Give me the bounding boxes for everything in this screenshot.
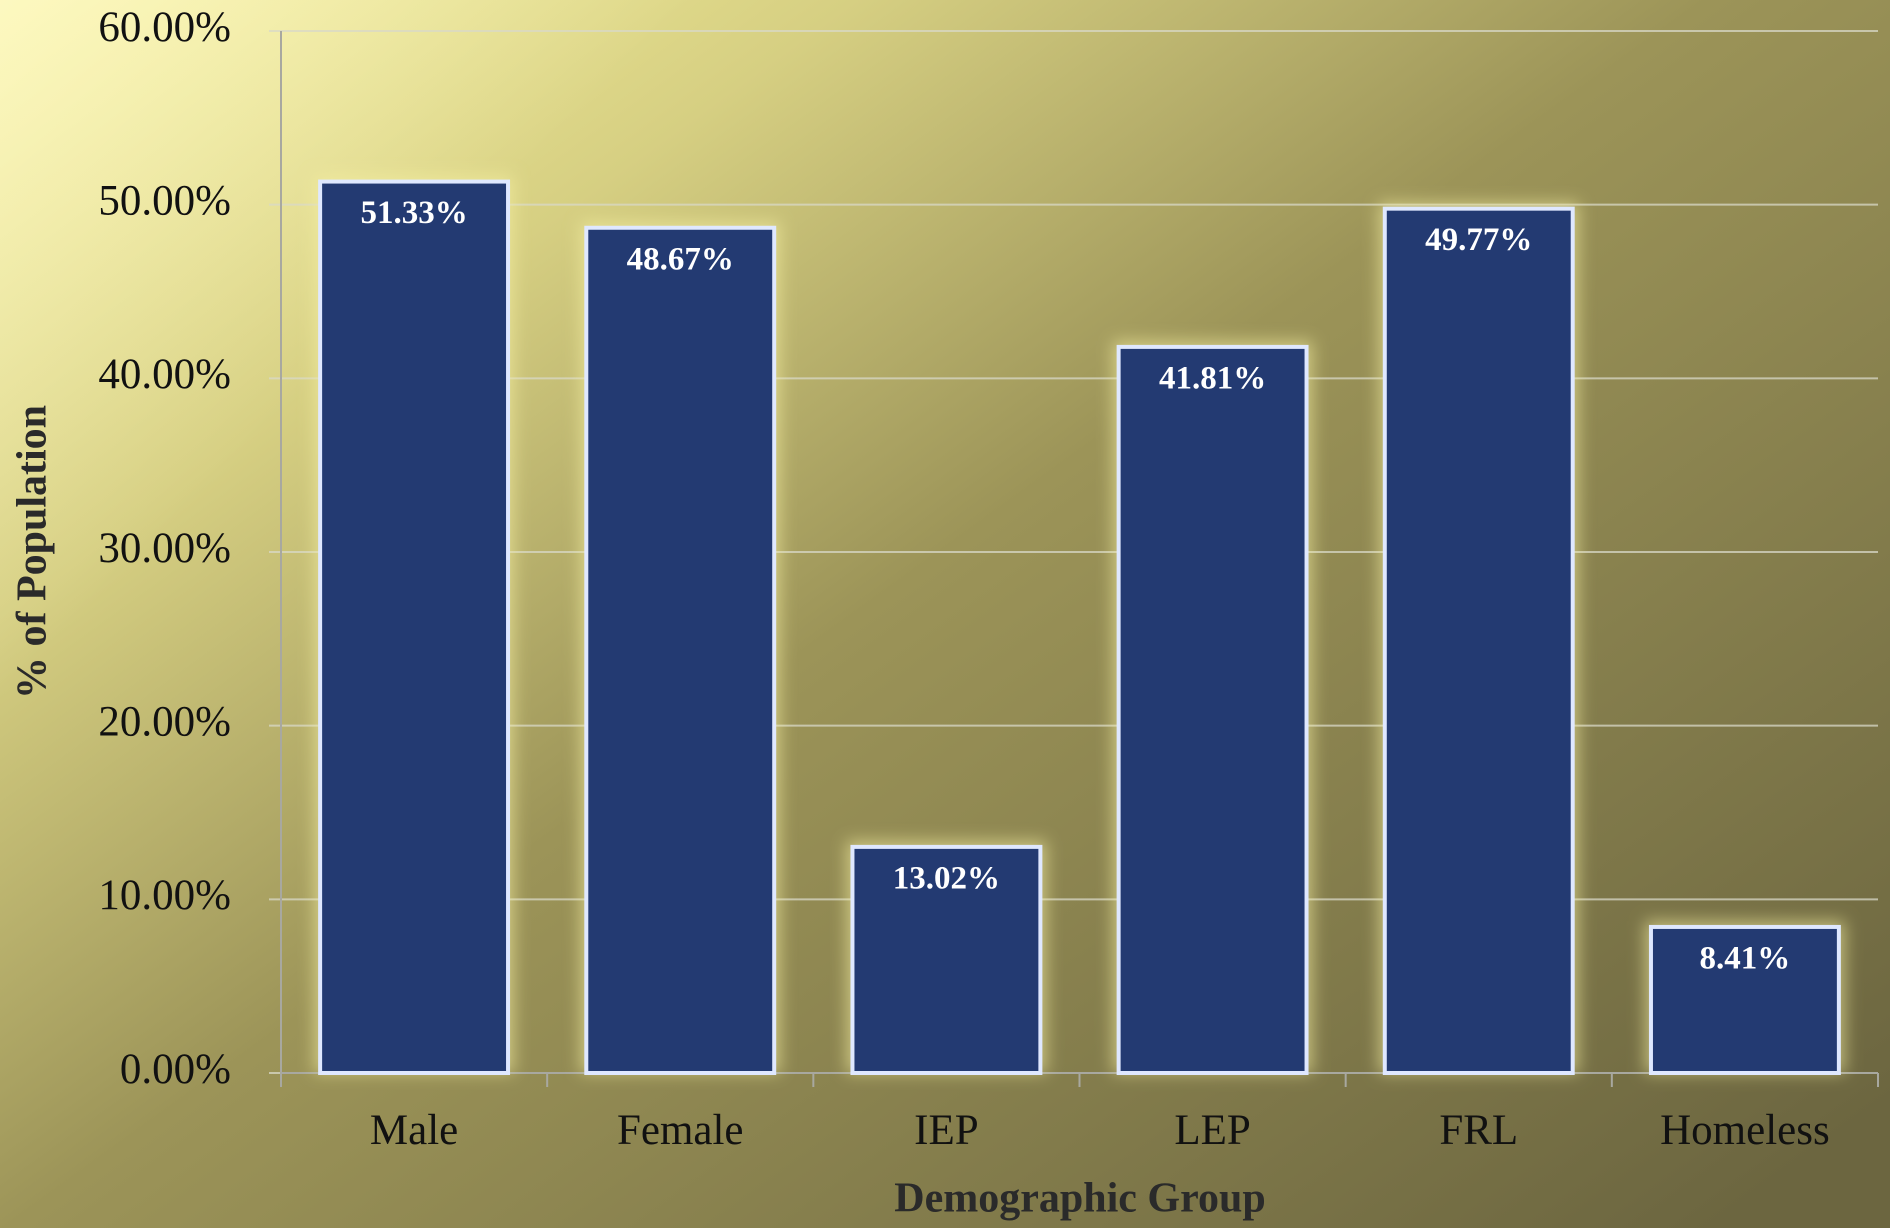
data-label: 13.02% (893, 860, 1000, 896)
bar (1382, 206, 1575, 1075)
x-tick-label: LEP (1174, 1107, 1250, 1154)
x-tick-label: Male (370, 1107, 458, 1154)
bar (850, 844, 1043, 1075)
x-tick-label: FRL (1439, 1107, 1518, 1154)
data-label: 41.81% (1159, 360, 1266, 396)
y-tick-label: 40.00% (98, 351, 231, 398)
data-label: 8.41% (1700, 941, 1791, 977)
y-axis-title: % of Population (10, 405, 56, 699)
x-axis-title: Demographic Group (894, 1176, 1265, 1222)
y-tick-label: 10.00% (98, 872, 231, 919)
y-tick-label: 20.00% (98, 699, 231, 746)
bar (584, 225, 777, 1075)
y-tick-label: 50.00% (98, 178, 231, 225)
data-label: 48.67% (627, 241, 734, 277)
data-label: 51.33% (360, 195, 467, 231)
data-label: 49.77% (1425, 222, 1532, 258)
y-tick-label: 60.00% (98, 4, 231, 51)
bar (318, 179, 511, 1076)
x-tick-label: Female (617, 1107, 744, 1154)
x-tick-label: Homeless (1660, 1107, 1830, 1154)
bar (1648, 924, 1841, 1076)
bar (1116, 344, 1309, 1075)
y-tick-label: 0.00% (120, 1046, 231, 1093)
x-tick-label: IEP (914, 1107, 979, 1154)
y-tick-label: 30.00% (98, 525, 231, 572)
